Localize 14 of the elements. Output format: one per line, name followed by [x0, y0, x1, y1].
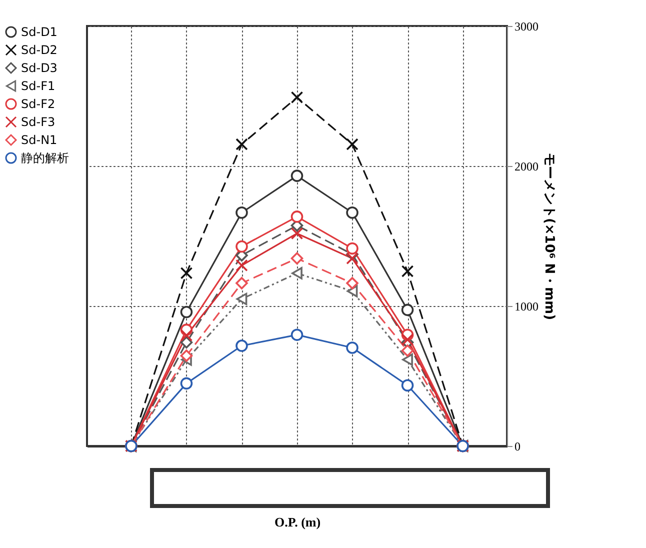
- y-tick-label: 0: [514, 440, 520, 454]
- legend-label: Sd-F2: [21, 97, 56, 111]
- legend-label: Sd-F1: [21, 79, 56, 93]
- y-tick-label: 1000: [514, 300, 538, 314]
- legend-label: Sd-D1: [21, 25, 58, 39]
- y-tick-label: 3000: [514, 20, 538, 34]
- x-axis-title: O.P. (m): [274, 514, 321, 530]
- legend-label: Sd-F3: [21, 115, 56, 129]
- legend-label: 静的解析: [21, 151, 69, 165]
- legend-label: Sd-D3: [21, 61, 58, 75]
- y-axis-title: モーメント(×10⁶ N・mm): [542, 152, 556, 320]
- legend-label: Sd-N1: [21, 133, 58, 147]
- y-tick-label: 2000: [514, 160, 538, 174]
- legend-label: Sd-D2: [21, 43, 58, 57]
